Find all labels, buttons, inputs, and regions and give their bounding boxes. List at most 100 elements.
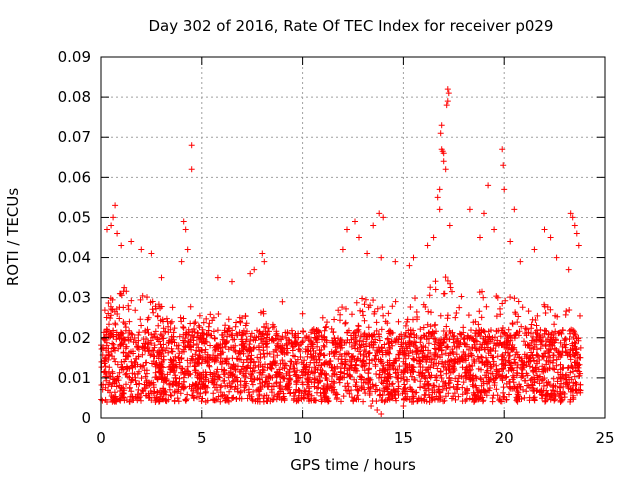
scatter-point xyxy=(158,274,165,281)
scatter-point xyxy=(413,389,420,396)
scatter-point xyxy=(202,389,209,396)
scatter-point xyxy=(154,312,161,319)
scatter-point xyxy=(240,370,247,377)
scatter-point xyxy=(224,355,230,362)
scatter-point xyxy=(225,398,232,405)
scatter-point xyxy=(210,396,217,403)
scatter-point xyxy=(558,375,565,382)
scatter-point xyxy=(519,363,526,370)
scatter-point xyxy=(534,360,541,367)
scatter-point xyxy=(254,354,261,361)
scatter-point xyxy=(200,319,207,326)
scatter-point xyxy=(541,226,548,233)
scatter-point xyxy=(360,352,367,359)
scatter-point xyxy=(274,391,281,398)
scatter-point xyxy=(117,342,124,349)
scatter-point xyxy=(227,365,234,372)
scatter-point xyxy=(401,377,408,383)
scatter-point xyxy=(112,321,119,328)
scatter-point xyxy=(337,336,344,343)
scatter-point xyxy=(459,384,466,391)
scatter-point xyxy=(118,242,125,249)
scatter-point xyxy=(225,361,232,367)
scatter-point xyxy=(132,307,139,314)
scatter-point xyxy=(422,356,429,363)
scatter-point xyxy=(361,317,368,324)
scatter-point xyxy=(424,321,431,328)
scatter-point xyxy=(379,304,386,311)
scatter-point xyxy=(577,354,584,361)
scatter-point xyxy=(218,382,225,389)
scatter-point xyxy=(168,392,175,399)
scatter-point xyxy=(178,369,184,376)
scatter-point xyxy=(371,331,378,338)
scatter-point xyxy=(557,339,564,346)
scatter-point xyxy=(500,360,507,367)
scatter-point xyxy=(558,352,565,359)
scatter-point xyxy=(531,344,538,350)
scatter-point xyxy=(233,396,240,402)
scatter-point xyxy=(449,329,456,336)
scatter-point xyxy=(291,369,298,375)
scatter-point xyxy=(134,391,141,398)
scatter-point xyxy=(207,342,214,349)
scatter-point xyxy=(480,380,487,387)
scatter-point xyxy=(281,346,288,353)
scatter-point xyxy=(373,319,380,326)
scatter-point xyxy=(575,337,582,344)
x-axis-label: GPS time / hours xyxy=(290,456,416,474)
scatter-point xyxy=(304,353,311,360)
scatter-point xyxy=(236,368,243,375)
scatter-point xyxy=(125,373,131,380)
scatter-point xyxy=(386,350,393,357)
scatter-point xyxy=(389,303,396,310)
scatter-point xyxy=(119,340,125,347)
scatter-point xyxy=(139,292,146,299)
scatter-point xyxy=(191,329,198,336)
scatter-point xyxy=(444,277,451,284)
scatter-point xyxy=(524,372,531,379)
scatter-point xyxy=(184,246,191,253)
scatter-point xyxy=(99,397,106,404)
scatter-point xyxy=(417,364,424,370)
scatter-point xyxy=(119,363,126,370)
scatter-point xyxy=(433,373,440,379)
scatter-point xyxy=(353,299,360,306)
scatter-point xyxy=(384,370,391,377)
scatter-point xyxy=(452,396,459,403)
scatter-point xyxy=(531,246,538,253)
scatter-point xyxy=(442,332,449,339)
scatter-point xyxy=(540,354,547,360)
scatter-point xyxy=(134,344,141,351)
scatter-point xyxy=(340,393,347,400)
scatter-point xyxy=(313,356,320,363)
scatter-point xyxy=(312,350,319,357)
scatter-point xyxy=(521,351,528,358)
y-axis-label: ROTI / TECUs xyxy=(4,188,22,286)
scatter-point xyxy=(491,226,498,233)
scatter-point xyxy=(438,122,445,129)
scatter-point xyxy=(422,304,429,310)
scatter-point xyxy=(291,395,297,402)
scatter-point xyxy=(206,320,213,327)
scatter-point xyxy=(506,359,513,366)
scatter-point xyxy=(202,374,209,381)
scatter-point xyxy=(476,308,483,315)
scatter-point xyxy=(431,322,438,329)
scatter-point xyxy=(264,331,271,337)
scatter-point xyxy=(359,308,366,315)
scatter-point xyxy=(196,312,203,319)
scatter-point xyxy=(189,392,195,399)
scatter-point xyxy=(311,375,318,382)
scatter-point xyxy=(129,393,136,400)
scatter-point xyxy=(499,146,506,153)
scatter-point xyxy=(266,351,273,357)
scatter-point xyxy=(225,394,231,401)
scatter-point xyxy=(203,315,210,322)
scatter-point xyxy=(456,304,463,311)
scatter-point xyxy=(257,309,264,316)
scatter-point xyxy=(401,352,408,358)
scatter-point xyxy=(451,332,458,339)
scatter-point xyxy=(105,300,112,306)
scatter-point xyxy=(450,393,457,400)
